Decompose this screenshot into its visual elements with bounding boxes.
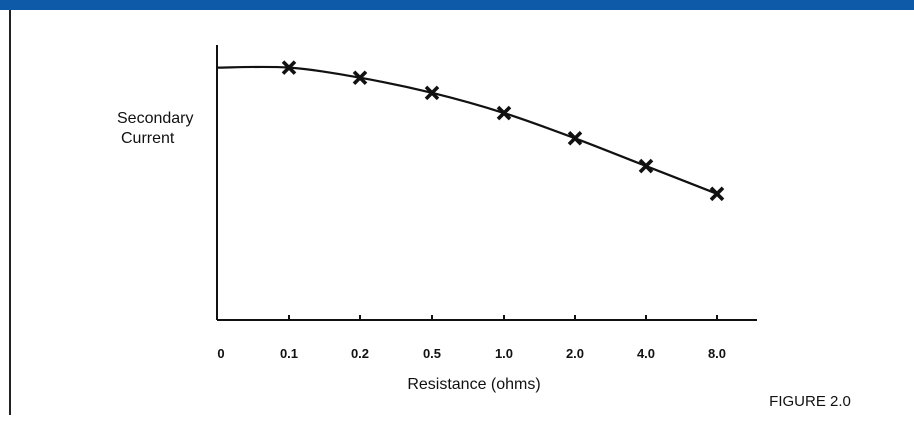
data-point-marker-0.1	[281, 60, 297, 75]
x-axis-tick-labels: 0 0.1 0.2 0.5 1.0 2.0 4.0 8.0	[217, 346, 726, 361]
series-curve	[216, 65, 718, 195]
x-axis-ticks	[288, 315, 718, 320]
data-point-marker-0.2	[352, 70, 368, 85]
data-point-marker-2.0	[567, 131, 583, 146]
x-tick-label-1.0: 1.0	[495, 346, 513, 361]
x-axis-label: Resistance (ohms)	[407, 376, 540, 393]
left-margin-rule	[9, 10, 11, 415]
figure-caption: FIGURE 2.0	[769, 393, 851, 410]
data-point-marker-0.5	[424, 85, 440, 101]
x-tick-label-0.5: 0.5	[423, 346, 441, 361]
x-tick-label-8.0: 8.0	[708, 346, 726, 361]
series-markers	[281, 60, 725, 202]
x-tick-label-0.2: 0.2	[351, 346, 369, 361]
data-point-marker-8.0	[709, 186, 725, 202]
data-point-marker-1.0	[496, 105, 512, 121]
data-point-marker-4.0	[638, 158, 654, 174]
x-tick-label-2.0: 2.0	[566, 346, 584, 361]
x-tick-label-0.1: 0.1	[280, 346, 298, 361]
header-band	[0, 0, 914, 10]
y-axis-label-line-2: Current	[121, 130, 175, 147]
x-tick-label-4.0: 4.0	[637, 346, 655, 361]
y-axis-label-line-1: Secondary	[117, 110, 194, 127]
x-tick-label-0: 0	[217, 346, 224, 361]
